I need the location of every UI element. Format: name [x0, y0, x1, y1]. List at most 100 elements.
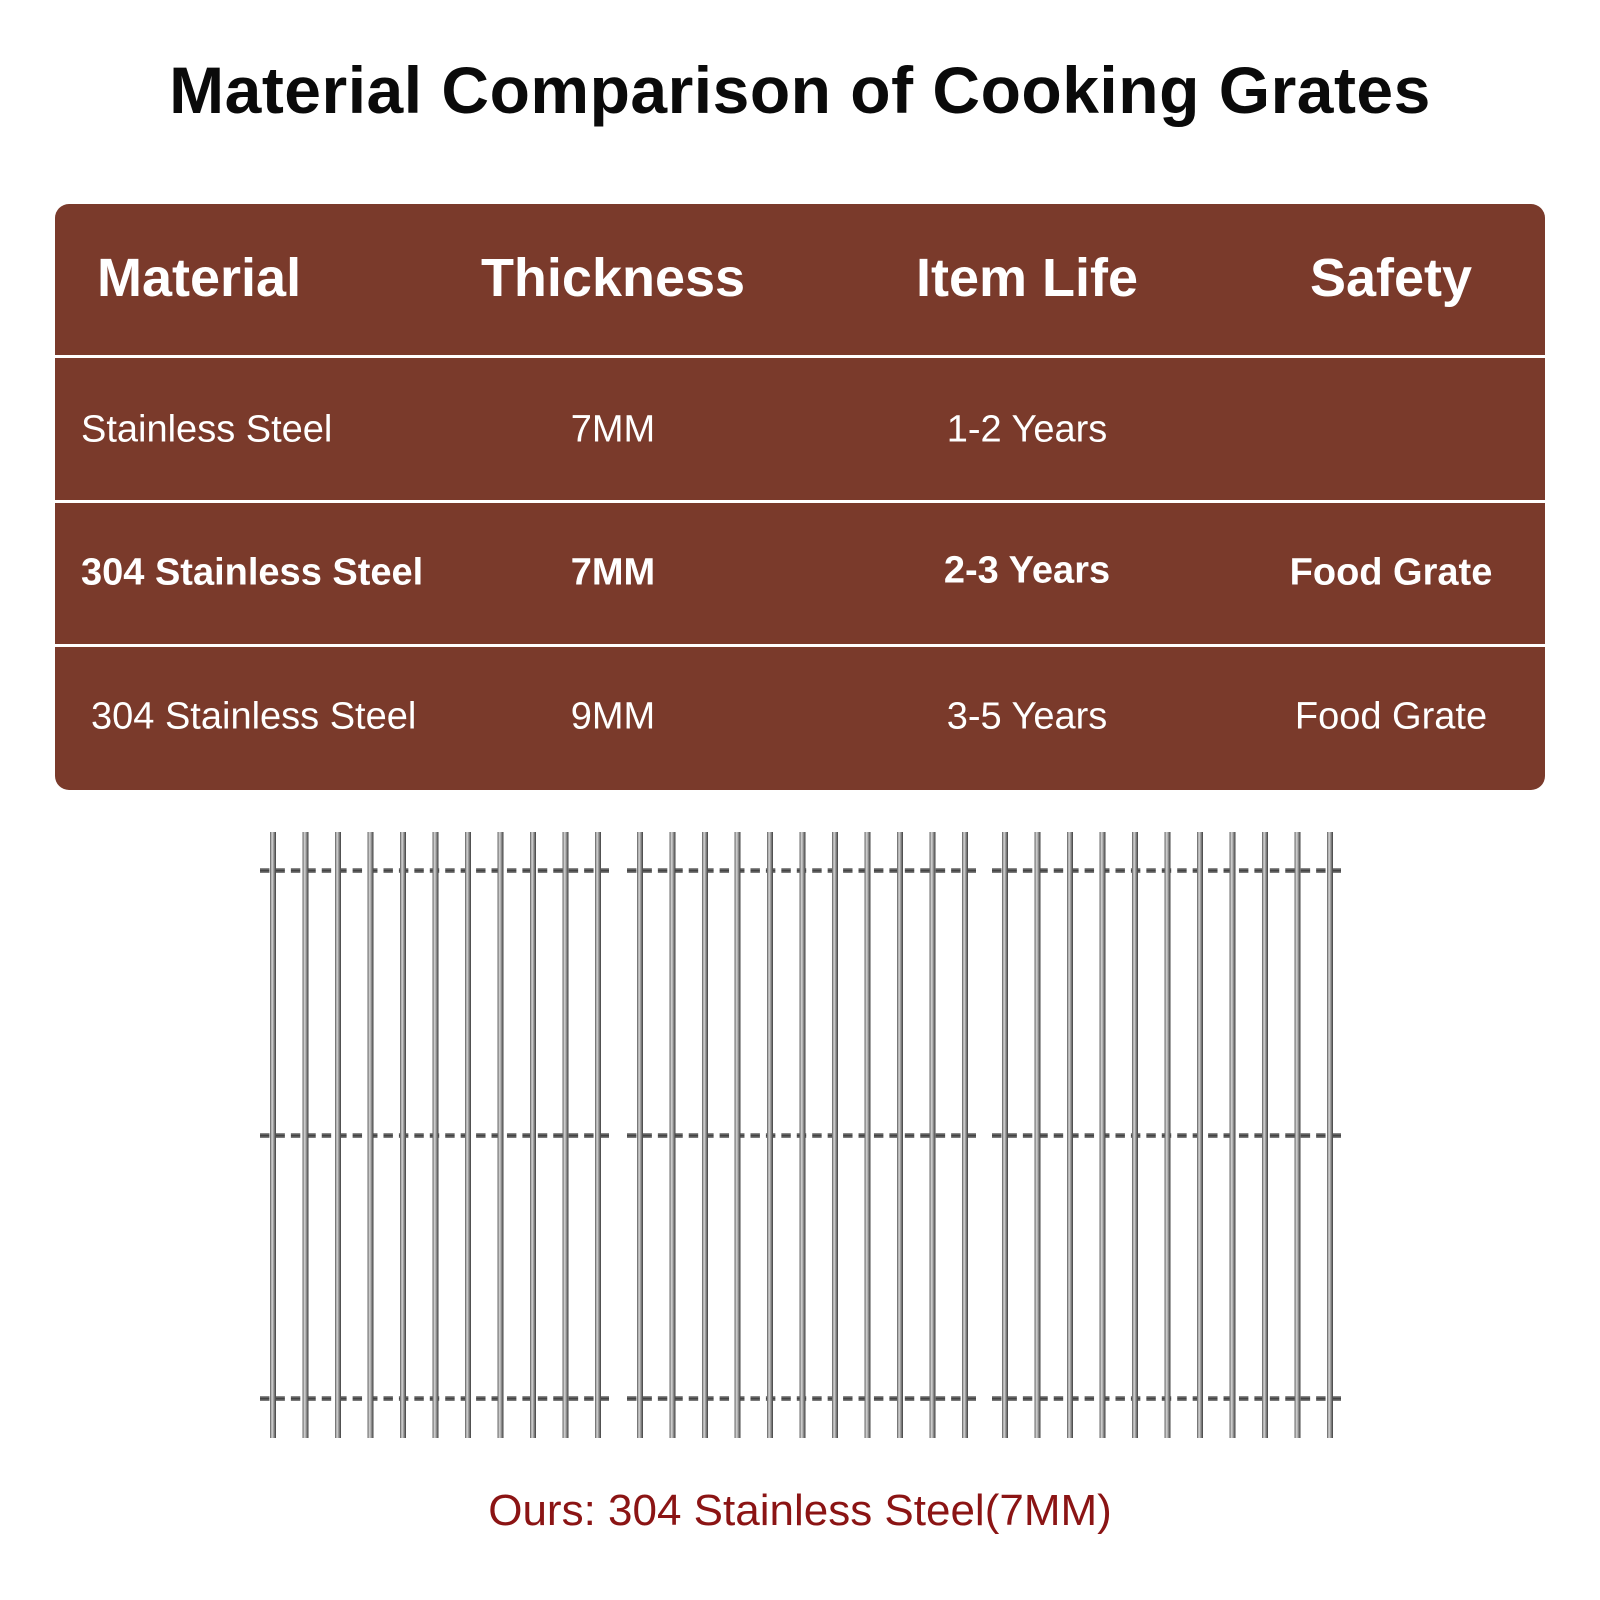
cross-bar-segment — [1177, 1396, 1187, 1401]
cross-bar-segment — [904, 1133, 915, 1138]
cross-bar-segment — [1115, 1396, 1125, 1401]
cross-bar-segment — [627, 1396, 637, 1401]
cross-bar-segment — [506, 1133, 517, 1138]
cross-bar-segment — [688, 1133, 699, 1138]
cross-bar-segment — [599, 868, 609, 873]
cross-bar-segment — [1254, 1396, 1264, 1401]
cross-bar-segment — [1331, 1133, 1341, 1138]
grate-bar — [1002, 832, 1008, 1438]
cross-bar-segment — [812, 1396, 822, 1401]
cross-bar-segment — [1069, 1396, 1079, 1401]
cross-bar-segment — [1177, 868, 1187, 873]
cross-bar-segment — [688, 868, 699, 873]
cross-bar-segment — [1146, 1133, 1156, 1138]
cross-bar-segment — [476, 1396, 486, 1401]
cross-bar-segment — [673, 868, 683, 873]
cross-bar-segment — [1084, 868, 1095, 873]
grate-bar — [962, 832, 968, 1438]
cross-bar-segment — [352, 1396, 363, 1401]
cross-bar-segment — [1316, 868, 1326, 873]
row2-safety: Food Grate — [1289, 551, 1493, 594]
cross-bar-segment — [476, 1133, 486, 1138]
cross-bar-segment — [642, 1396, 652, 1401]
grate-bar — [595, 832, 601, 1438]
cross-bar-segment — [1238, 1396, 1249, 1401]
cross-bar-segment — [1115, 1133, 1125, 1138]
cross-bar-segment — [966, 1396, 976, 1401]
cross-bar-segment — [657, 1396, 668, 1401]
cross-bar-segment — [889, 868, 899, 873]
grate-bar — [734, 832, 741, 1438]
cross-bar-segment — [383, 1133, 393, 1138]
grate-bar — [1294, 832, 1301, 1438]
grate-bar — [1099, 832, 1106, 1438]
cross-bar-segment — [920, 868, 930, 873]
cross-bar-segment — [1208, 1396, 1218, 1401]
cross-bar-segment — [889, 1133, 899, 1138]
cross-bar-segment — [1053, 1396, 1064, 1401]
row2-thickness: 7MM — [570, 551, 656, 594]
cross-bar-segment — [935, 1396, 946, 1401]
cross-bar-segment — [553, 868, 563, 873]
cross-bar-segment — [992, 1133, 1002, 1138]
cross-bar-segment — [584, 1133, 594, 1138]
cross-bar-segment — [1022, 1133, 1033, 1138]
grate-bar — [832, 832, 838, 1438]
cross-bar-segment — [657, 1133, 668, 1138]
row-divider — [55, 500, 1545, 503]
cross-bar-segment — [1254, 1133, 1264, 1138]
grate-bar — [1327, 832, 1333, 1438]
grate-bar — [702, 832, 708, 1438]
cross-bar-segment — [383, 868, 393, 873]
comparison-table: Material Thickness Item Life Safety Stai… — [55, 204, 1545, 790]
cross-bar-segment — [657, 868, 668, 873]
cross-bar-segment — [719, 868, 730, 873]
cross-bar-segment — [966, 868, 976, 873]
cross-bar-segment — [904, 1396, 915, 1401]
cross-bar-segment — [812, 1133, 822, 1138]
grate-bar — [1034, 832, 1041, 1438]
cross-bar-segment — [750, 1396, 760, 1401]
cross-bar-segment — [1238, 868, 1249, 873]
row3-safety: Food Grate — [1294, 695, 1488, 738]
cross-bar-segment — [1115, 868, 1125, 873]
grate-bar — [1067, 832, 1073, 1438]
cross-bar-segment — [568, 1396, 579, 1401]
cross-bar-segment — [904, 868, 915, 873]
cross-bar-segment — [1069, 868, 1079, 873]
grate-bar — [864, 832, 871, 1438]
cross-bar-segment — [491, 1133, 501, 1138]
cross-bar-segment — [337, 1396, 347, 1401]
cross-bar-segment — [627, 1133, 637, 1138]
cross-bar-segment — [1285, 1133, 1295, 1138]
cross-bar-segment — [719, 1396, 730, 1401]
cross-bar-segment — [781, 868, 791, 873]
cross-bar-segment — [1316, 1133, 1326, 1138]
cross-bar-segment — [673, 1396, 683, 1401]
cross-bar-segment — [843, 1396, 853, 1401]
grate-panel — [992, 832, 1341, 1438]
grate-bar — [1262, 832, 1268, 1438]
grate-bar — [270, 832, 276, 1438]
grate-bar — [530, 832, 536, 1438]
row1-material: Stainless Steel — [81, 408, 333, 451]
grate-bar — [637, 832, 643, 1438]
row2-material: 304 Stainless Steel — [81, 551, 424, 594]
cross-bar-segment — [1300, 1133, 1311, 1138]
grate-bar — [929, 832, 936, 1438]
grate-panel — [260, 832, 609, 1438]
grate-bar — [497, 832, 504, 1438]
cross-bar-segment — [642, 1133, 652, 1138]
cross-bar-segment — [260, 868, 270, 873]
cross-bar-segment — [812, 868, 822, 873]
cross-bar-segment — [1038, 868, 1048, 873]
cross-bar-segment — [599, 1396, 609, 1401]
cross-bar-segment — [781, 1396, 791, 1401]
grate-bar — [897, 832, 903, 1438]
grate-bar — [1132, 832, 1138, 1438]
cross-bar-segment — [553, 1396, 563, 1401]
cross-bar-segment — [704, 868, 714, 873]
cross-bar-segment — [966, 1133, 976, 1138]
cross-bar-segment — [337, 868, 347, 873]
